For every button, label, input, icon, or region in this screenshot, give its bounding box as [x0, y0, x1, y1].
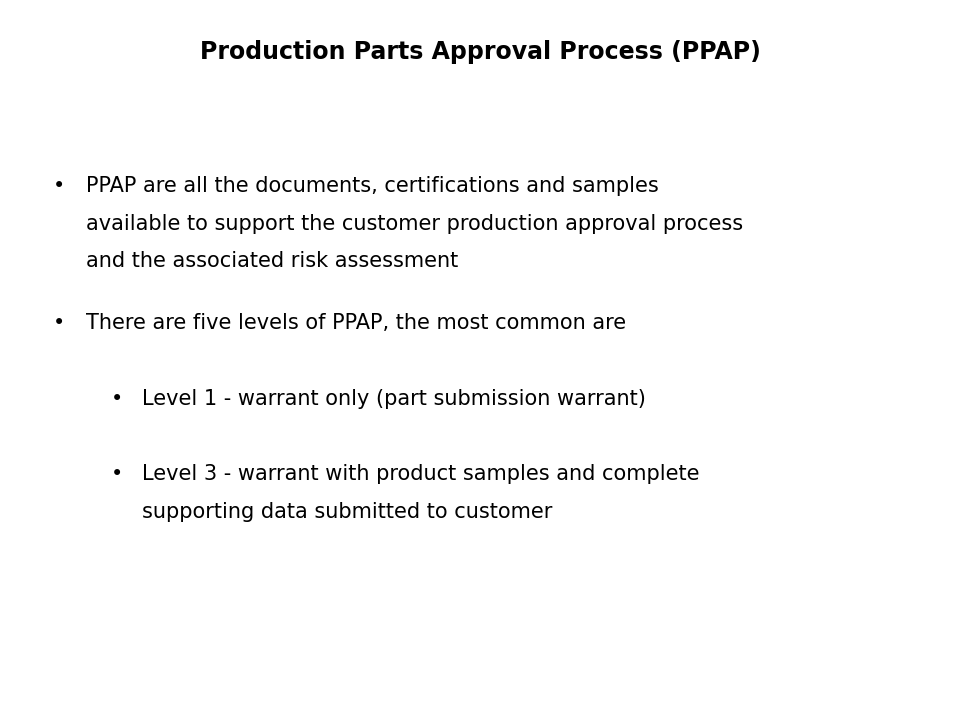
Text: PPAP are all the documents, certifications and samples: PPAP are all the documents, certificatio…: [86, 176, 660, 197]
Text: •: •: [110, 464, 123, 485]
Text: •: •: [53, 176, 65, 197]
Text: Level 1 - warrant only (part submission warrant): Level 1 - warrant only (part submission …: [142, 389, 646, 409]
Text: •: •: [110, 389, 123, 409]
Text: There are five levels of PPAP, the most common are: There are five levels of PPAP, the most …: [86, 313, 627, 333]
Text: and the associated risk assessment: and the associated risk assessment: [86, 251, 459, 271]
Text: Level 3 - warrant with product samples and complete: Level 3 - warrant with product samples a…: [142, 464, 700, 485]
Text: supporting data submitted to customer: supporting data submitted to customer: [142, 502, 552, 522]
Text: available to support the customer production approval process: available to support the customer produc…: [86, 214, 744, 234]
Text: Production Parts Approval Process (PPAP): Production Parts Approval Process (PPAP): [200, 40, 760, 63]
Text: •: •: [53, 313, 65, 333]
